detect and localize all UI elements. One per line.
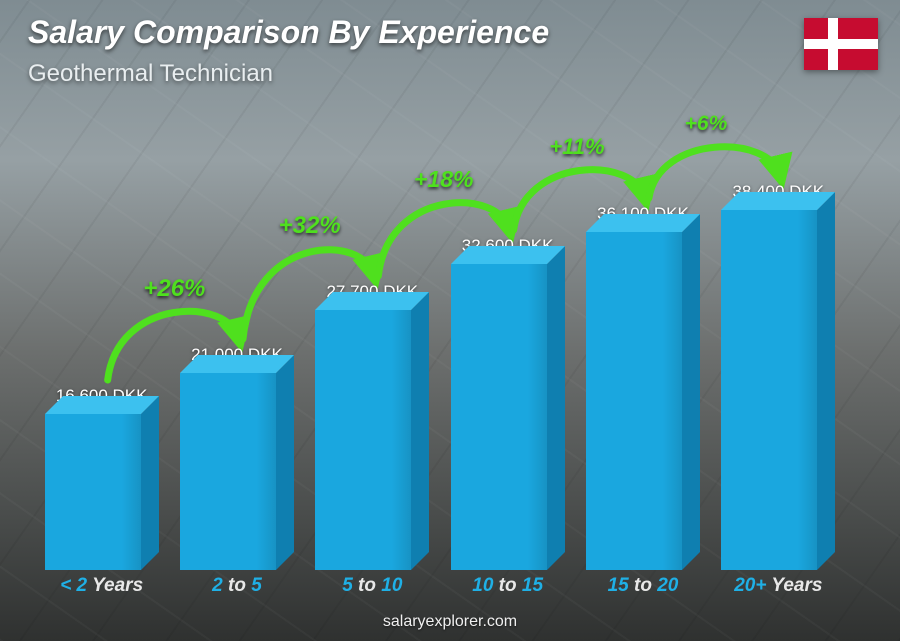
- increase-label-1: +32%: [279, 212, 341, 240]
- bar-shape: [586, 232, 700, 570]
- infographic-stage: Salary Comparison By Experience Geotherm…: [0, 0, 900, 641]
- x-label-5: 20+ Years: [711, 575, 846, 597]
- x-label-3: 10 to 15: [440, 575, 575, 597]
- chart-subtitle: Geothermal Technician: [28, 60, 273, 88]
- chart-title: Salary Comparison By Experience: [28, 14, 549, 51]
- bar-3: 32,600 DKK: [440, 236, 575, 570]
- bar-5: 38,400 DKK: [711, 182, 846, 570]
- increase-label-2: +18%: [414, 166, 473, 193]
- bar-shape: [451, 264, 565, 570]
- x-label-4: 15 to 20: [575, 575, 710, 597]
- bar-0: 16,600 DKK: [34, 386, 169, 570]
- bar-shape: [45, 414, 159, 570]
- increase-label-3: +11%: [549, 134, 604, 160]
- bar-shape: [180, 373, 294, 570]
- bar-1: 21,000 DKK: [169, 345, 304, 570]
- source-footer: salaryexplorer.com: [0, 613, 900, 631]
- increase-label-4: +6%: [685, 112, 728, 136]
- bar-shape: [721, 210, 835, 570]
- increase-label-0: +26%: [143, 275, 205, 303]
- bar-chart: 16,600 DKK21,000 DKK27,700 DKK32,600 DKK…: [34, 120, 846, 570]
- x-label-0: < 2 Years: [34, 575, 169, 597]
- x-axis: < 2 Years2 to 55 to 1010 to 1515 to 2020…: [34, 575, 846, 597]
- x-label-1: 2 to 5: [169, 575, 304, 597]
- bar-shape: [315, 310, 429, 570]
- flag-horizontal-stripe: [804, 39, 878, 49]
- denmark-flag-icon: [804, 18, 878, 70]
- bar-4: 36,100 DKK: [575, 204, 710, 570]
- x-label-2: 5 to 10: [305, 575, 440, 597]
- bar-2: 27,700 DKK: [305, 282, 440, 570]
